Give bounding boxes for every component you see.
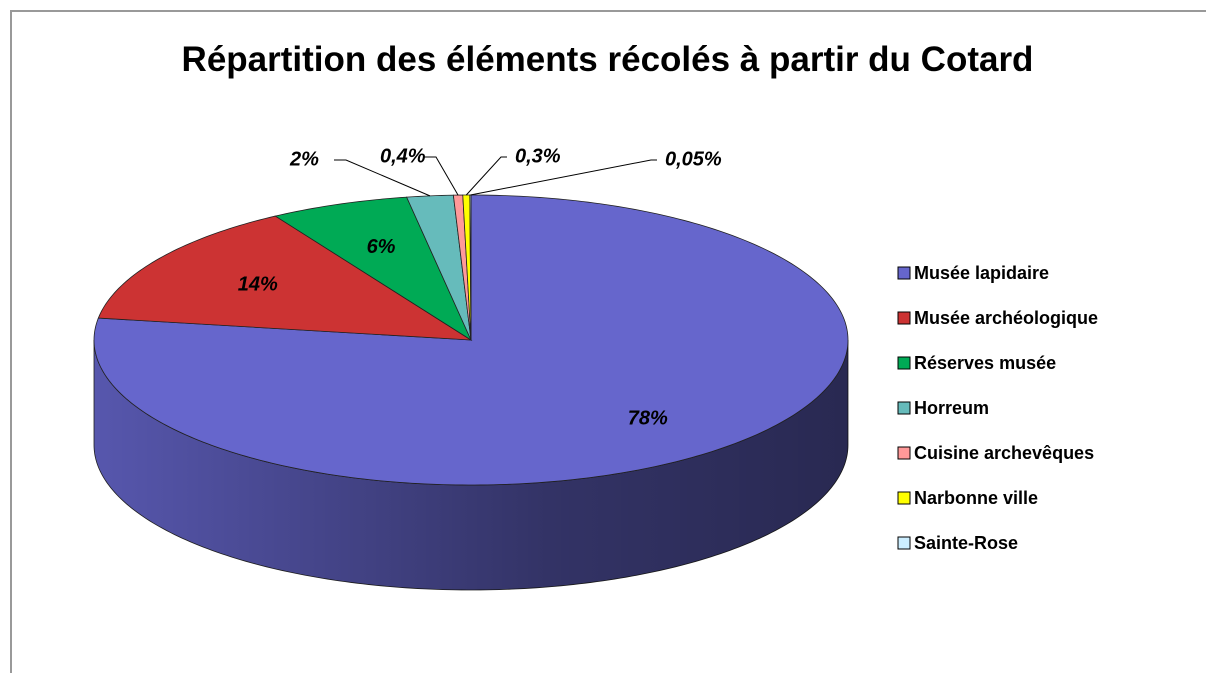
legend-swatch <box>897 536 911 550</box>
legend-swatch <box>897 491 911 505</box>
pie-slice <box>97 215 473 341</box>
legend-label: Sainte-Rose <box>914 533 1018 553</box>
data-label: 6% <box>367 236 396 258</box>
data-label: 78% <box>628 407 668 429</box>
legend-label: Narbonne ville <box>914 488 1038 508</box>
data-label: 0,3% <box>515 145 561 167</box>
chart-title: Répartition des éléments récolés à parti… <box>181 40 1034 79</box>
pie-slice <box>274 196 472 342</box>
leader-line <box>465 156 507 196</box>
pie-side-shade <box>94 340 848 590</box>
legend-label: Musée lapidaire <box>914 263 1049 283</box>
legend-swatch <box>897 266 911 280</box>
legend-swatch <box>897 446 911 460</box>
legend-label: Réserves musée <box>914 353 1056 373</box>
data-label: 0,4% <box>380 145 426 167</box>
pie-slice <box>406 194 472 341</box>
data-label: 14% <box>238 274 278 296</box>
pie-slice <box>469 194 472 341</box>
legend-label: Cuisine archevêques <box>914 443 1094 463</box>
pie-slice <box>93 194 849 486</box>
leader-line <box>470 159 657 196</box>
data-label: 0,05% <box>665 148 722 170</box>
leader-line <box>424 156 459 196</box>
frame <box>10 10 1206 673</box>
legend-swatch <box>897 356 911 370</box>
data-label: 2% <box>289 148 319 170</box>
legend-swatch <box>897 401 911 415</box>
legend-swatch <box>897 311 911 325</box>
leader-line <box>334 159 431 197</box>
legend-label: Musée archéologique <box>914 308 1098 328</box>
legend-label: Horreum <box>914 398 989 418</box>
